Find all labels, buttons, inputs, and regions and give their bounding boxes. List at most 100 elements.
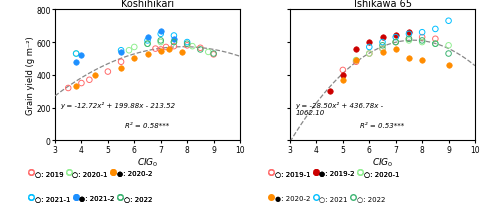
Point bbox=[392, 35, 400, 38]
Point bbox=[117, 67, 125, 71]
Point bbox=[130, 58, 138, 61]
Point bbox=[170, 38, 178, 41]
Point bbox=[339, 74, 347, 77]
Point bbox=[366, 46, 374, 49]
Legend: ○: 2019, ○: 2020-1, ●: 2020-2: ○: 2019, ○: 2020-1, ●: 2020-2 bbox=[28, 170, 152, 176]
Point bbox=[444, 44, 452, 48]
Point bbox=[162, 46, 170, 49]
Point bbox=[378, 48, 386, 51]
Title: Koshihikari: Koshihikari bbox=[121, 0, 174, 9]
Point bbox=[432, 38, 440, 41]
Point bbox=[405, 33, 413, 36]
X-axis label: $CIG_0$: $CIG_0$ bbox=[136, 155, 158, 168]
Point bbox=[144, 43, 152, 46]
Point bbox=[72, 53, 80, 56]
Point bbox=[183, 43, 191, 46]
Point bbox=[418, 36, 426, 40]
Point bbox=[72, 61, 80, 64]
Point bbox=[366, 41, 374, 44]
Point bbox=[144, 53, 152, 56]
Point bbox=[366, 53, 374, 56]
Point bbox=[405, 31, 413, 35]
Point bbox=[432, 43, 440, 46]
Point bbox=[432, 28, 440, 31]
Point bbox=[444, 64, 452, 67]
Point bbox=[405, 38, 413, 41]
Point bbox=[164, 48, 172, 51]
Title: Ishikawa 65: Ishikawa 65 bbox=[354, 0, 412, 9]
Point bbox=[418, 41, 426, 44]
Point bbox=[378, 41, 386, 44]
Point bbox=[156, 33, 164, 36]
Point bbox=[125, 49, 133, 53]
Text: R² = 0.53***: R² = 0.53*** bbox=[360, 122, 405, 129]
Legend: ○: 2019-1, ●: 2019-2, ○: 2020-1: ○: 2019-1, ●: 2019-2, ○: 2020-1 bbox=[268, 170, 400, 176]
Point bbox=[117, 61, 125, 64]
Point bbox=[204, 51, 212, 54]
Point bbox=[156, 41, 164, 44]
Point bbox=[130, 46, 138, 49]
Point bbox=[326, 90, 334, 93]
Point bbox=[352, 59, 360, 62]
Point bbox=[170, 41, 178, 44]
Point bbox=[378, 36, 386, 40]
Point bbox=[72, 53, 80, 56]
Point bbox=[156, 50, 164, 53]
Point bbox=[170, 41, 178, 44]
Point bbox=[392, 41, 400, 44]
Point bbox=[444, 20, 452, 23]
Point bbox=[418, 40, 426, 43]
Point bbox=[90, 74, 98, 77]
Point bbox=[183, 41, 191, 44]
Point bbox=[392, 36, 400, 40]
Point bbox=[144, 36, 152, 40]
Point bbox=[366, 53, 374, 56]
Text: R² = 0.58***: R² = 0.58*** bbox=[126, 122, 170, 129]
Point bbox=[392, 41, 400, 44]
Point bbox=[104, 71, 112, 74]
Point bbox=[210, 53, 218, 57]
Point bbox=[418, 31, 426, 35]
Legend: ○: 2021-1, ●: 2021-2, ○: 2022: ○: 2021-1, ●: 2021-2, ○: 2022 bbox=[28, 195, 152, 201]
X-axis label: $CIG_0$: $CIG_0$ bbox=[372, 155, 394, 168]
Point bbox=[183, 44, 191, 48]
Point bbox=[444, 53, 452, 56]
Point bbox=[378, 48, 386, 51]
Point bbox=[432, 43, 440, 46]
Point bbox=[156, 30, 164, 33]
Point bbox=[405, 58, 413, 61]
Point bbox=[378, 51, 386, 54]
Point bbox=[188, 45, 196, 49]
Point bbox=[86, 79, 94, 82]
Point bbox=[405, 40, 413, 43]
Point bbox=[117, 49, 125, 53]
Point bbox=[144, 40, 152, 43]
Point bbox=[170, 35, 178, 38]
Point bbox=[418, 59, 426, 62]
Point bbox=[156, 40, 164, 43]
Point bbox=[352, 59, 360, 62]
Point bbox=[339, 79, 347, 82]
Point bbox=[339, 69, 347, 72]
Text: y = -12.72x² + 199.88x - 213.52: y = -12.72x² + 199.88x - 213.52 bbox=[60, 102, 176, 109]
Point bbox=[196, 47, 204, 50]
Point bbox=[170, 45, 178, 49]
Y-axis label: Grain yield (g m⁻²): Grain yield (g m⁻²) bbox=[26, 36, 35, 115]
Point bbox=[392, 41, 400, 44]
Point bbox=[352, 61, 360, 64]
Point bbox=[405, 38, 413, 41]
Point bbox=[178, 51, 186, 54]
Point bbox=[378, 44, 386, 48]
Point bbox=[156, 49, 164, 52]
Point bbox=[72, 85, 80, 89]
Point bbox=[152, 48, 160, 51]
Point bbox=[144, 43, 152, 46]
Point bbox=[196, 49, 204, 52]
Point bbox=[78, 82, 86, 85]
Point bbox=[64, 87, 72, 90]
Point bbox=[210, 53, 218, 56]
Legend: ●: 2020-2, ○: 2021, ○: 2022: ●: 2020-2, ○: 2021, ○: 2022 bbox=[268, 195, 385, 201]
Point bbox=[392, 48, 400, 51]
Point bbox=[117, 51, 125, 54]
Point bbox=[78, 54, 86, 58]
